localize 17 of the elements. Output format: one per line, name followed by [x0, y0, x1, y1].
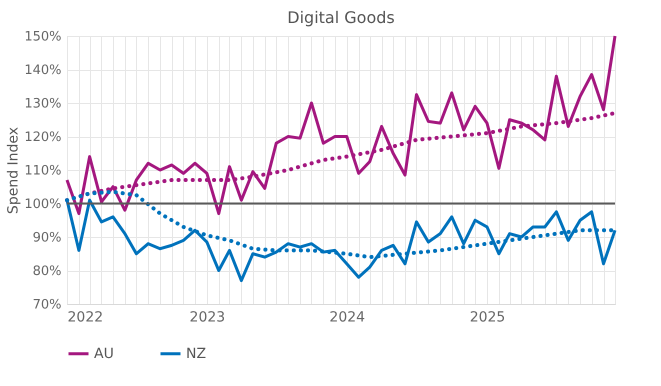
- y-tick-label: 140%: [24, 63, 62, 78]
- x-tick-label: 2023: [190, 310, 226, 326]
- y-tick-label: 100%: [24, 197, 62, 212]
- y-tick-label: 80%: [32, 264, 62, 279]
- y-tick-label: 130%: [24, 96, 62, 112]
- y-tick-label: 120%: [24, 130, 62, 145]
- legend-label: AU: [94, 346, 114, 362]
- chart-title: Digital Goods: [287, 8, 395, 27]
- y-tick-label: 90%: [32, 230, 62, 246]
- y-tick-label: 150%: [24, 30, 62, 44]
- legend-label: NZ: [186, 346, 206, 362]
- y-axis-title: Spend Index: [5, 126, 22, 214]
- x-tick-label: 2024: [329, 310, 366, 326]
- y-tick-label: 70%: [32, 298, 62, 312]
- x-tick-label: 2025: [470, 310, 506, 326]
- y-tick-label: 110%: [24, 164, 62, 178]
- x-tick-label: 2022: [68, 310, 104, 326]
